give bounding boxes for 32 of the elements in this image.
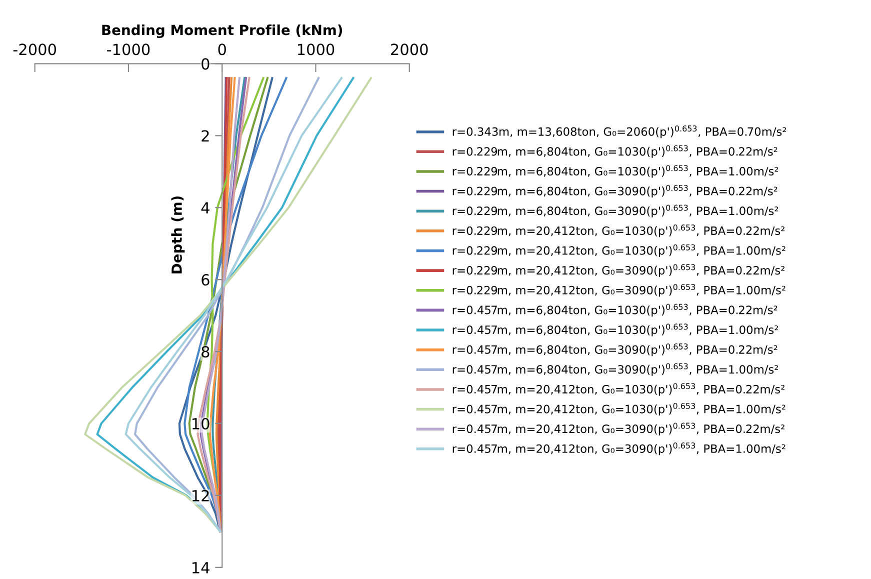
y-axis-title: Depth (m) xyxy=(171,196,185,274)
legend-label: r=0.457m, m=20,412ton, G₀=3090(p')$^{0.653}$, PBA=0.22m/s² xyxy=(452,422,784,436)
x-axis-title: Bending Moment Profile (kNm) xyxy=(102,24,342,38)
legend-label: r=0.229m, m=6,804ton, G₀=3090(p')$^{0.653}$, PBA=0.22m/s² xyxy=(452,184,778,198)
legend-label: r=0.457m, m=6,804ton, G₀=1030(p')$^{0.653}$, PBA=0.22m/s² xyxy=(452,304,778,316)
y-tick-label: 10 xyxy=(192,418,210,430)
legend-label: r=0.457m, m=20,412ton, G₀=3090(p')$^{0.653}$, PBA=1.00m/s² xyxy=(452,442,786,456)
legend-label: r=0.229m, m=20,412ton, G₀=3090(p')$^{0.653}$, PBA=1.00m/s² xyxy=(452,284,786,297)
legend-label: r=0.457m, m=6,804ton, G₀=3090(p')$^{0.653}$, PBA=0.22m/s² xyxy=(452,343,778,356)
x-tick-label: 0 xyxy=(218,44,226,56)
y-tick-label: 2 xyxy=(202,130,209,142)
y-tick-label: 6 xyxy=(202,274,210,286)
y-tick-label: 8 xyxy=(202,346,210,358)
y-tick-label: 14 xyxy=(192,562,210,574)
legend-label: r=0.229m, m=6,804ton, G₀=1030(p')$^{0.653}$, PBA=0.22m/s² xyxy=(452,145,778,158)
x-tick-label: 1000 xyxy=(298,44,334,56)
y-tick-label: 0 xyxy=(202,58,210,70)
legend-label: r=0.457m, m=20,412ton, G₀=1030(p')$^{0.653}$, PBA=0.22m/s² xyxy=(452,383,784,396)
legend-label: r=0.229m, m=6,804ton, G₀=1030(p')$^{0.653}$, PBA=1.00m/s² xyxy=(452,165,778,178)
legend-label: r=0.457m, m=6,804ton, G₀=3090(p')$^{0.653}$, PBA=1.00m/s² xyxy=(452,363,778,376)
legend-label: r=0.229m, m=20,412ton, G₀=1030(p')$^{0.653}$, PBA=1.00m/s² xyxy=(452,244,786,258)
legend-label: r=0.457m, m=6,804ton, G₀=1030(p')$^{0.653}$, PBA=1.00m/s² xyxy=(452,324,778,336)
legend-label: r=0.229m, m=20,412ton, G₀=1030(p')$^{0.653}$, PBA=0.22m/s² xyxy=(452,224,784,238)
legend-label: r=0.229m, m=20,412ton, G₀=3090(p')$^{0.653}$, PBA=0.22m/s² xyxy=(452,264,784,277)
x-tick-label: -2000 xyxy=(13,44,56,56)
legend-label: r=0.229m, m=6,804ton, G₀=3090(p')$^{0.653}$, PBA=1.00m/s² xyxy=(452,204,778,218)
y-tick-label: 12 xyxy=(192,490,209,502)
legend-label: r=0.343m, m=13,608ton, G₀=2060(p')$^{0.653}$, PBA=0.70m/s² xyxy=(452,125,786,138)
x-tick-label: 2000 xyxy=(391,44,428,56)
x-tick-label: -1000 xyxy=(107,44,150,56)
y-tick-label: 4 xyxy=(201,202,210,214)
legend-label: r=0.457m, m=20,412ton, G₀=1030(p')$^{0.653}$, PBA=1.00m/s² xyxy=(452,402,786,416)
